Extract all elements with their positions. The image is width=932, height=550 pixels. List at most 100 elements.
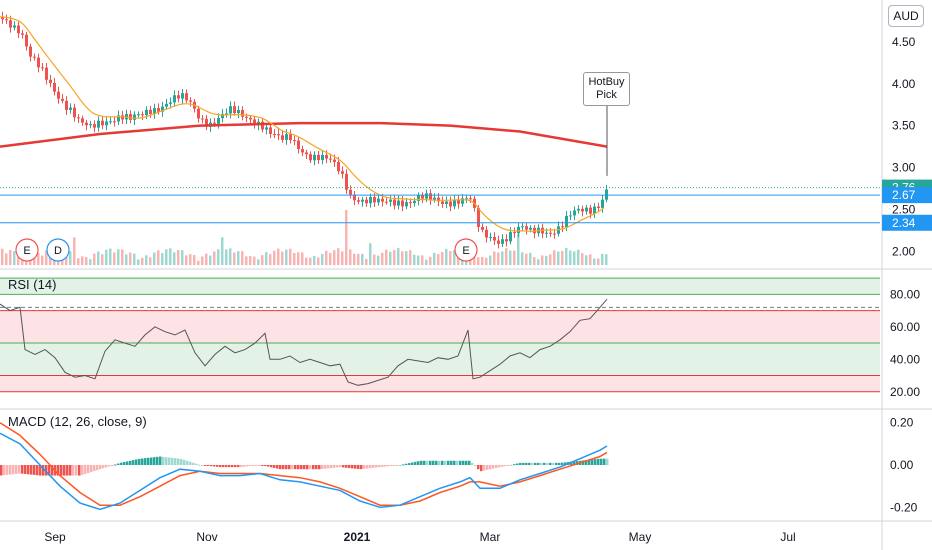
macd-histogram-bar [561, 462, 564, 465]
candle-body [593, 206, 596, 214]
candle-body [213, 122, 216, 124]
axes: 4.504.003.503.002.502.002.762.672.3480.0… [44, 35, 932, 544]
volume-bar [585, 255, 588, 265]
macd-histogram-bar [540, 462, 543, 465]
volume-bar [41, 255, 44, 265]
price-tag [882, 214, 932, 231]
macd-histogram-bar [33, 465, 36, 475]
candle-body [521, 226, 524, 228]
price-tag-label: 2.67 [892, 188, 916, 202]
candle-body [405, 202, 408, 207]
rsi-axis-label: 80.00 [890, 287, 920, 301]
macd-histogram-bar [12, 465, 15, 475]
macd-histogram-bar [546, 462, 549, 465]
macd-title: MACD (12, 26, close, 9) [8, 414, 147, 429]
macd-histogram-bar [531, 462, 534, 465]
macd-histogram-bar [534, 462, 537, 465]
macd-histogram-bar [105, 465, 108, 468]
event-badge[interactable] [454, 238, 478, 262]
volume-bar [377, 255, 380, 265]
macd-histogram-bar [270, 465, 273, 468]
candle-body [513, 232, 516, 234]
candle-body [41, 67, 44, 69]
event-badge[interactable] [15, 238, 39, 262]
volume-bar [217, 249, 220, 265]
macd-histogram-bar [240, 465, 243, 468]
candle-body [281, 135, 284, 140]
macd-histogram-bar [102, 465, 105, 469]
macd-histogram-bar [288, 465, 291, 470]
volume-bar [265, 252, 268, 265]
candle-body [289, 134, 292, 141]
volume-bars [1, 210, 608, 265]
event-badge-label: E [23, 245, 30, 257]
candle-body [561, 226, 564, 228]
candle-body [261, 121, 264, 130]
volume-bar [397, 248, 400, 265]
candle-body [361, 199, 364, 202]
macd-histogram-bar [594, 459, 597, 465]
macd-histogram-bar [369, 465, 372, 469]
macd-histogram-bar [558, 462, 561, 465]
macd-histogram-bar [390, 465, 393, 466]
volume-bar [233, 252, 236, 265]
rsi-pane [0, 298, 608, 386]
candle-body [5, 19, 8, 21]
volume-bar [581, 253, 584, 265]
volume-bar [201, 256, 204, 265]
volume-bar [221, 237, 224, 265]
macd-histogram-bar [552, 462, 555, 465]
macd-histogram-bar [456, 460, 459, 465]
volume-bar [73, 237, 76, 265]
macd-histogram-bar [477, 465, 480, 470]
volume-bar [161, 253, 164, 265]
volume-bar [229, 248, 232, 265]
macd-histogram-bar [522, 462, 525, 465]
macd-histogram-bar [324, 465, 327, 469]
candle-body [413, 200, 416, 204]
volume-bar [533, 257, 536, 265]
macd-histogram-bar [516, 463, 519, 465]
macd-histogram-bar [429, 460, 432, 465]
macd-histogram-bar [408, 463, 411, 465]
volume-bar [545, 255, 548, 265]
currency-button[interactable]: AUD [888, 5, 924, 27]
macd-histogram-bar [525, 462, 528, 465]
candle-body [9, 20, 12, 28]
macd-histogram-bar [264, 465, 267, 467]
macd-histogram-bar [108, 465, 111, 467]
candle-body [81, 118, 84, 123]
volume-bar [153, 252, 156, 265]
candle-body [465, 198, 468, 200]
time-axis-label: Mar [480, 530, 501, 544]
macd-histogram-bar [519, 462, 522, 465]
hotbuy-callout: HotBuy Pick [583, 72, 630, 106]
macd-histogram-bar [351, 465, 354, 469]
macd-histogram-bar [441, 460, 444, 465]
macd-histogram-bar [537, 462, 540, 465]
volume-bar [277, 248, 280, 265]
candle-body [497, 240, 500, 244]
macd-histogram-bar [336, 465, 339, 468]
candle-body [141, 114, 144, 116]
macd-histogram-bar [381, 465, 384, 467]
volume-bar [565, 248, 568, 265]
macd-histogram-bar [315, 465, 318, 470]
time-axis-label: Sep [44, 530, 66, 544]
event-badge[interactable] [46, 238, 70, 262]
macd-histogram-bar [600, 458, 603, 465]
macd-histogram-bar [72, 465, 75, 476]
volume-bar [301, 252, 304, 265]
candle-body [365, 199, 368, 204]
candle-body [205, 118, 208, 127]
macd-histogram-bar [366, 465, 369, 469]
volume-bar [209, 255, 212, 265]
candle-body [585, 207, 588, 212]
candle-body [37, 57, 40, 68]
candle-body [333, 159, 336, 162]
macd-histogram-bar [132, 460, 135, 465]
macd-histogram-bar [234, 465, 237, 468]
macd-histogram-bar [450, 460, 453, 465]
